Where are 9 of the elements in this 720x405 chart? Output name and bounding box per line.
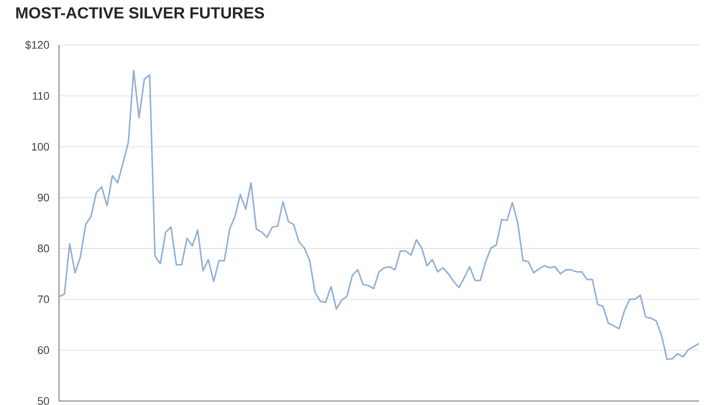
y-tick-label: 100 <box>32 142 50 151</box>
y-tick-label: 70 <box>38 295 50 304</box>
y-tick-label: 80 <box>38 244 50 252</box>
y-tick-label: 60 <box>38 346 50 354</box>
y-tick-label: 90 <box>38 194 50 202</box>
chart-title: MOST-ACTIVE SILVER FUTURES <box>16 7 264 18</box>
y-tick-label: $120 <box>25 40 50 50</box>
y-tick-label: 110 <box>32 92 50 100</box>
y-tick-label: 50 <box>38 397 50 405</box>
